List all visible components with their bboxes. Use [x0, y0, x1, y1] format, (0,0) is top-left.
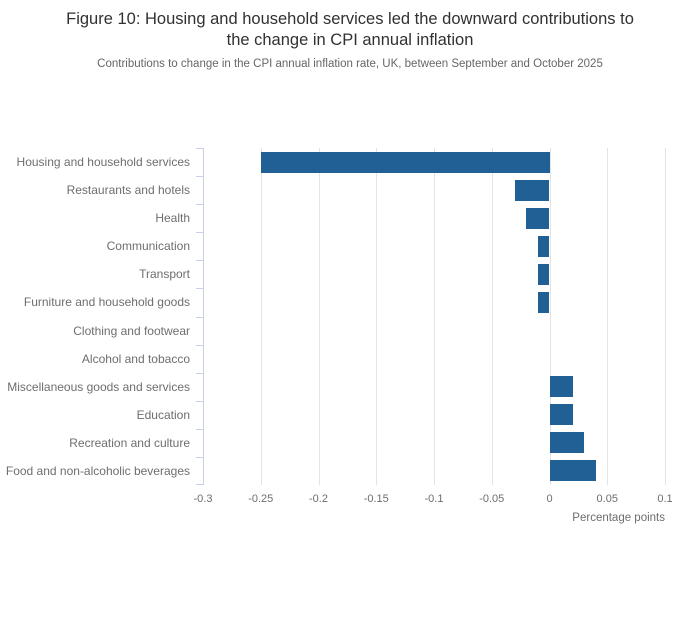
category-label: Alcohol and tobacco — [81, 351, 190, 366]
y-axis-tick — [196, 204, 203, 205]
y-axis-tick — [196, 401, 203, 402]
gridline — [318, 148, 320, 485]
y-axis-tick — [196, 148, 203, 149]
bar-health[interactable] — [526, 207, 550, 229]
x-tick-label: 0 — [546, 493, 553, 505]
y-axis-tick — [196, 457, 203, 458]
bar-furniture-and-household-goods[interactable] — [537, 291, 550, 313]
gridline — [665, 148, 666, 485]
gridline — [434, 148, 435, 485]
x-tick-label: 0.05 — [596, 493, 618, 505]
gridline — [607, 148, 609, 485]
gridline — [549, 148, 551, 485]
x-tick-label: -0.2 — [309, 493, 328, 505]
x-tick-label: -0.25 — [248, 493, 274, 505]
y-axis-tick — [196, 232, 203, 233]
x-axis-title: Percentage points — [572, 512, 665, 524]
gridline — [260, 148, 262, 485]
y-axis-tick — [196, 288, 203, 289]
y-axis-line — [203, 148, 204, 485]
category-axis: Housing and household services Restaurant… — [0, 148, 190, 485]
category-label: Clothing and footwear — [73, 323, 190, 338]
category-label: Miscellaneous goods and services — [7, 379, 190, 394]
chart-subtitle: Contributions to change in the CPI annua… — [97, 58, 603, 70]
bar-transport[interactable] — [537, 263, 550, 285]
bar-recreation-and-culture[interactable] — [549, 432, 585, 454]
category-label: Communication — [106, 239, 190, 254]
gridline — [491, 148, 493, 485]
y-axis-tick — [196, 260, 203, 261]
bar-housing-and-household-services[interactable] — [260, 151, 550, 173]
x-tick-label: -0.05 — [479, 493, 505, 505]
chart-title: Figure 10: Housing and household service… — [66, 10, 634, 50]
x-tick-label: 0.1 — [657, 493, 673, 505]
category-label: Transport — [139, 267, 190, 282]
y-axis-tick — [196, 176, 203, 177]
bar-education[interactable] — [549, 404, 573, 426]
category-label: Recreation and culture — [69, 435, 190, 450]
category-label: Housing and household services — [16, 155, 190, 170]
x-tick-label: -0.3 — [193, 493, 213, 505]
y-axis-tick — [196, 373, 203, 374]
plot-area — [196, 148, 666, 485]
gridline — [376, 148, 378, 485]
y-axis-tick — [196, 429, 203, 430]
bar-restaurants-and-hotels[interactable] — [514, 179, 550, 201]
category-label: Food and non-alcoholic beverages — [5, 463, 190, 478]
category-label: Health — [155, 211, 190, 226]
bar-miscellaneous-goods-and-services[interactable] — [549, 376, 573, 398]
bar-communication[interactable] — [537, 235, 550, 257]
y-axis-tick — [196, 345, 203, 346]
x-axis-ticks: -0.3 -0.25 -0.2 -0.15 -0.1 -0.05 0 0.05 0.1 — [194, 493, 673, 509]
y-axis-tick — [196, 317, 203, 318]
bar-food-and-non-alcoholic-beverages[interactable] — [549, 460, 596, 482]
x-tick-label: -0.15 — [363, 493, 389, 505]
category-label: Restaurants and hotels — [66, 183, 190, 198]
category-label: Education — [136, 407, 190, 422]
x-tick-label: -0.1 — [424, 493, 444, 505]
category-label: Furniture and household goods — [23, 295, 190, 310]
y-axis-tick — [196, 484, 203, 485]
